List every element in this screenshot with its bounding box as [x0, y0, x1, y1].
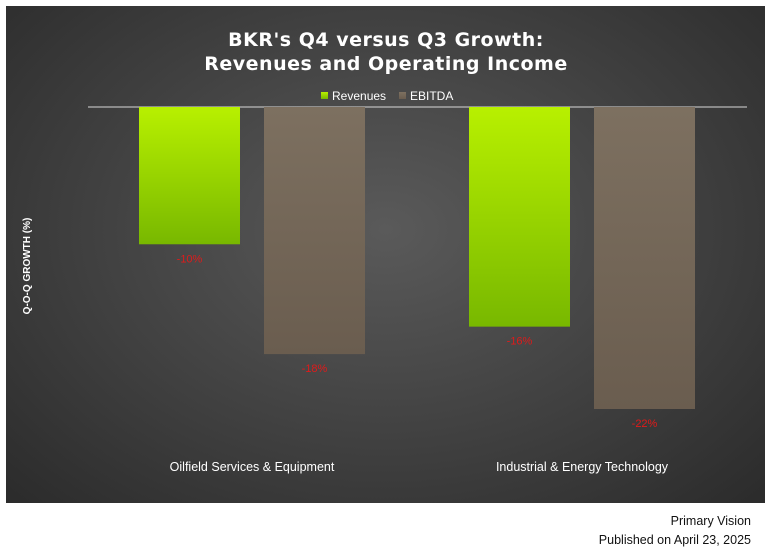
footer: Primary Vision Published on April 23, 20…	[599, 512, 751, 550]
data-label-revenues-2: -16%	[507, 336, 533, 348]
data-label-ebitda-1: -18%	[302, 363, 328, 375]
bar-ebitda-2	[594, 107, 695, 409]
data-label-ebitda-2: -22%	[632, 418, 658, 430]
bar-chart: BKR's Q4 versus Q3 Growth: Revenues and …	[22, 29, 747, 474]
chart-subtitle: Revenues and Operating Income	[204, 53, 567, 75]
bar-revenues-1	[139, 107, 240, 245]
legend-label-revenues: Revenues	[332, 89, 386, 103]
legend-label-ebitda: EBITDA	[410, 89, 453, 103]
footer-published: Published on April 23, 2025	[598, 533, 751, 547]
legend: Revenues EBITDA	[321, 89, 453, 103]
bars-group: -10% -18% -16% -22%	[139, 107, 695, 430]
chart-title: BKR's Q4 versus Q3 Growth:	[228, 29, 544, 51]
y-axis-label: Q-O-Q GROWTH (%)	[22, 218, 33, 315]
legend-swatch-ebitda	[399, 92, 406, 99]
legend-swatch-revenues	[321, 92, 328, 99]
category-label-industrial: Industrial & Energy Technology	[496, 460, 669, 474]
category-label-oilfield: Oilfield Services & Equipment	[170, 460, 335, 474]
chart-panel: BKR's Q4 versus Q3 Growth: Revenues and …	[6, 6, 765, 503]
bar-revenues-2	[469, 107, 570, 327]
data-label-revenues-1: -10%	[177, 253, 203, 265]
bar-ebitda-1	[264, 107, 365, 355]
footer-source: Primary Vision	[670, 514, 751, 528]
